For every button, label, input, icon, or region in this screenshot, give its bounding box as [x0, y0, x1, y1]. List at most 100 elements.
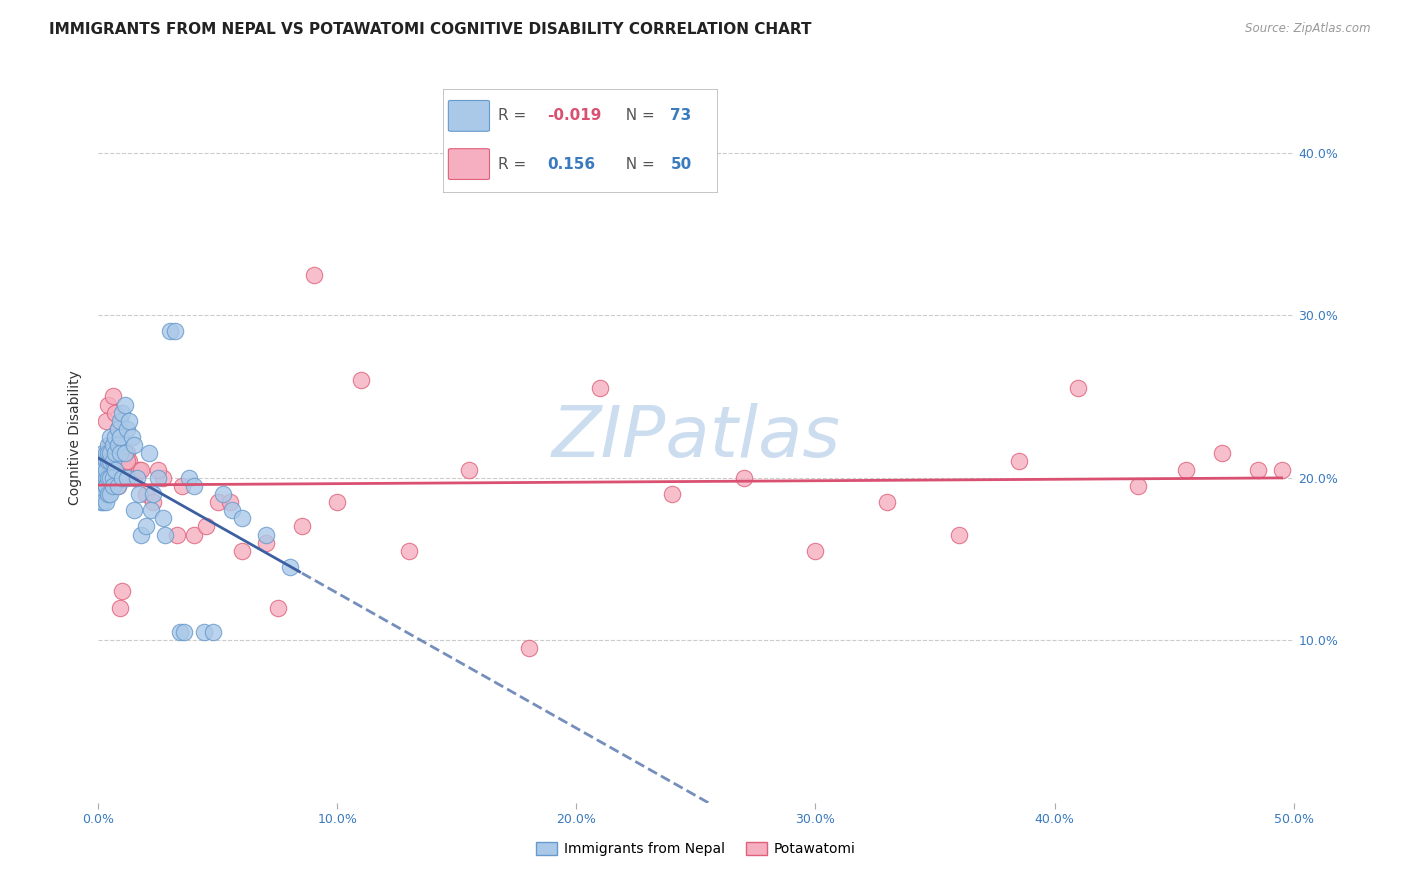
Point: [94, 479, 117, 493]
Point: [104, 430, 127, 444]
Point: [139, 503, 162, 517]
Point: [254, 535, 277, 549]
Point: [97, 454, 120, 468]
Point: [128, 462, 150, 476]
Point: [107, 479, 129, 493]
Point: [91, 495, 114, 509]
Point: [90, 471, 112, 485]
Point: [104, 406, 127, 420]
Point: [398, 544, 420, 558]
FancyBboxPatch shape: [449, 149, 489, 179]
Point: [948, 527, 970, 541]
Point: [115, 446, 138, 460]
Point: [183, 479, 205, 493]
Point: [94, 479, 117, 493]
Point: [876, 495, 898, 509]
Point: [155, 527, 177, 541]
Point: [104, 462, 127, 476]
Point: [1211, 446, 1233, 460]
Point: [152, 471, 174, 485]
Point: [166, 527, 188, 541]
Point: [115, 422, 138, 436]
Point: [107, 422, 129, 436]
Text: 0.156: 0.156: [547, 157, 595, 171]
Point: [94, 471, 117, 485]
Point: [169, 625, 191, 640]
Point: [98, 438, 122, 452]
Point: [111, 584, 134, 599]
Text: R =: R =: [498, 157, 536, 171]
Text: ZIPatlas: ZIPatlas: [551, 402, 841, 472]
Point: [98, 446, 122, 460]
Point: [1008, 454, 1031, 468]
Point: [124, 471, 146, 485]
Point: [91, 479, 114, 493]
Point: [172, 479, 194, 493]
Point: [114, 454, 136, 468]
Point: [94, 495, 117, 509]
Point: [142, 495, 165, 509]
Point: [517, 641, 540, 656]
Point: [90, 454, 112, 468]
Point: [91, 446, 114, 460]
Point: [111, 406, 134, 420]
Point: [254, 527, 277, 541]
Point: [195, 519, 218, 533]
Point: [104, 446, 127, 460]
Point: [128, 487, 150, 501]
Point: [91, 479, 114, 493]
Point: [135, 487, 157, 501]
Point: [118, 414, 141, 428]
Point: [94, 462, 117, 476]
Point: [98, 454, 122, 468]
Point: [1067, 381, 1090, 395]
Text: -0.019: -0.019: [547, 108, 602, 123]
Point: [138, 446, 160, 460]
Point: [101, 471, 124, 485]
Point: [98, 487, 122, 501]
Point: [94, 454, 117, 468]
Point: [125, 471, 148, 485]
Point: [124, 438, 146, 452]
Point: [302, 268, 325, 282]
Point: [148, 471, 170, 485]
Point: [183, 527, 205, 541]
Point: [326, 495, 349, 509]
Point: [193, 625, 215, 640]
Point: [97, 471, 120, 485]
Point: [91, 487, 114, 501]
Point: [135, 519, 157, 533]
Point: [114, 446, 136, 460]
Y-axis label: Cognitive Disability: Cognitive Disability: [69, 369, 83, 505]
Point: [148, 462, 170, 476]
Point: [733, 471, 755, 485]
Point: [219, 495, 242, 509]
Text: Source: ZipAtlas.com: Source: ZipAtlas.com: [1246, 22, 1371, 36]
Point: [350, 373, 373, 387]
Text: N =: N =: [616, 108, 659, 123]
Point: [231, 544, 253, 558]
Point: [91, 471, 114, 485]
Point: [101, 389, 124, 403]
Point: [111, 471, 134, 485]
Point: [1271, 462, 1294, 476]
Text: 73: 73: [671, 108, 692, 123]
Text: IMMIGRANTS FROM NEPAL VS POTAWATOMI COGNITIVE DISABILITY CORRELATION CHART: IMMIGRANTS FROM NEPAL VS POTAWATOMI COGN…: [49, 22, 811, 37]
Point: [589, 381, 612, 395]
Point: [90, 487, 112, 501]
Point: [97, 398, 120, 412]
Point: [118, 454, 141, 468]
Point: [163, 325, 186, 339]
Point: [804, 544, 827, 558]
Point: [1175, 462, 1198, 476]
Point: [291, 519, 314, 533]
FancyBboxPatch shape: [449, 101, 489, 131]
Point: [115, 454, 138, 468]
Point: [94, 414, 117, 428]
Point: [142, 487, 165, 501]
Point: [91, 462, 114, 476]
Point: [94, 446, 117, 460]
Text: 50: 50: [671, 157, 692, 171]
Point: [115, 471, 138, 485]
Point: [97, 446, 120, 460]
